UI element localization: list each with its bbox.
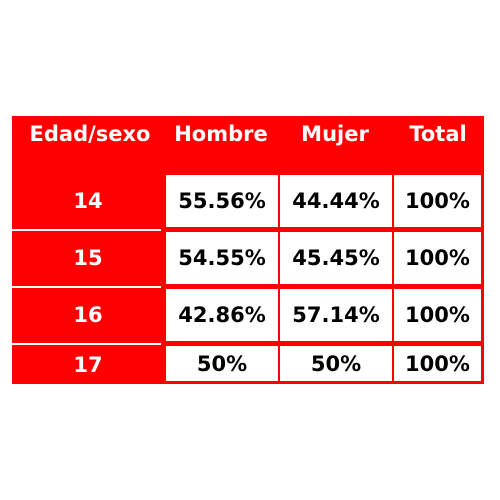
cell-15-male: 54.55% <box>166 232 278 284</box>
cell-17-female: 50% <box>280 346 392 381</box>
row-divider <box>12 286 161 288</box>
row-label-17: 17 <box>73 352 103 377</box>
row-label-14: 14 <box>73 188 103 213</box>
cell-16-female: 57.14% <box>280 289 392 341</box>
row-divider <box>12 343 161 345</box>
cell-14-male: 55.56% <box>166 175 278 227</box>
cell-17-male: 50% <box>166 346 278 381</box>
column-header-female: Mujer <box>301 122 369 146</box>
cell-16-male: 42.86% <box>166 289 278 341</box>
row-divider <box>12 229 161 231</box>
cell-16-total: 100% <box>394 289 481 341</box>
row-label-16: 16 <box>73 302 103 327</box>
cell-14-female: 44.44% <box>280 175 392 227</box>
cell-15-female: 45.45% <box>280 232 392 284</box>
data-table: Edad/sexo Hombre Mujer Total 14 55.56% 4… <box>12 116 484 384</box>
cell-15-total: 100% <box>394 232 481 284</box>
row-label-15: 15 <box>73 245 103 270</box>
column-header-male: Hombre <box>174 122 268 146</box>
column-header-total: Total <box>409 122 467 146</box>
cell-14-total: 100% <box>394 175 481 227</box>
cell-17-total: 100% <box>394 346 481 381</box>
column-header-age-sex: Edad/sexo <box>29 122 151 146</box>
